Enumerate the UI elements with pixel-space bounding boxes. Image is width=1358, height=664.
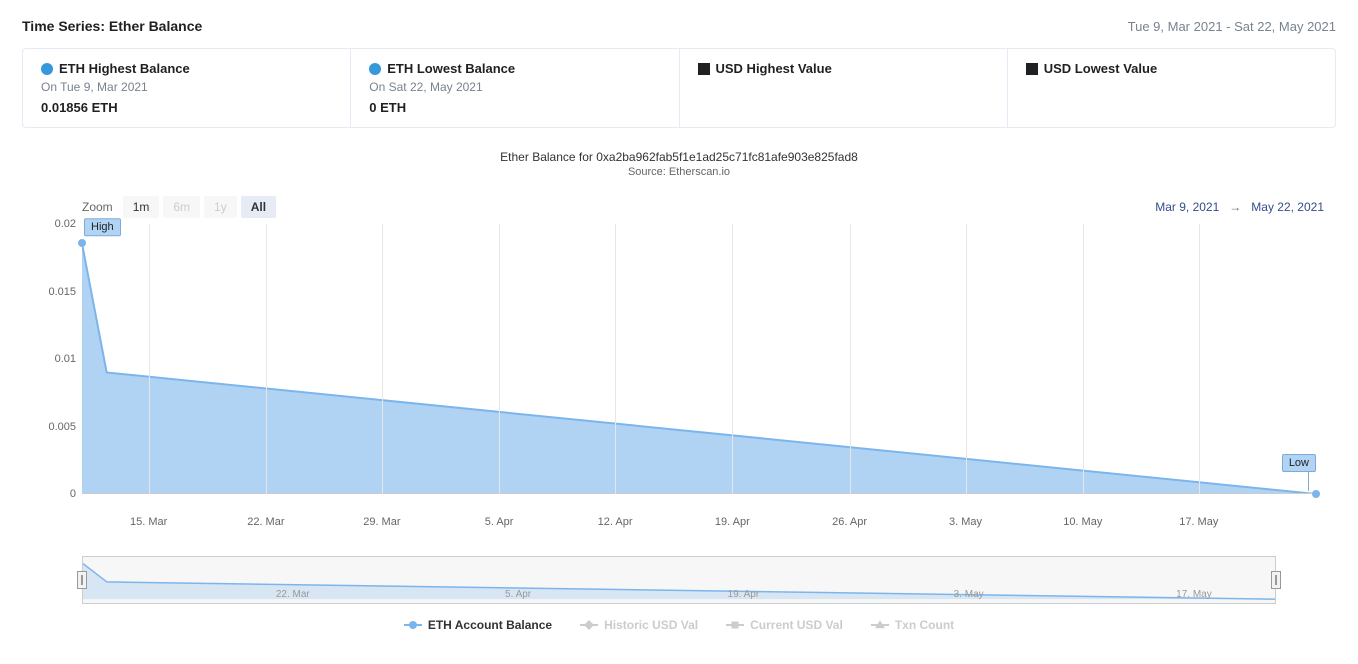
stat-label: ETH Highest Balance <box>59 61 190 76</box>
date-to-input[interactable]: May 22, 2021 <box>1251 200 1324 214</box>
x-tick-label: 10. May <box>1063 516 1102 528</box>
legend-item[interactable]: Txn Count <box>871 618 954 632</box>
legend-item[interactable]: Current USD Val <box>726 618 843 632</box>
x-tick-label: 15. Mar <box>130 516 167 528</box>
legend-item[interactable]: Historic USD Val <box>580 618 698 632</box>
stat-date: On Sat 22, May 2021 <box>369 80 660 94</box>
legend-label: Historic USD Val <box>604 618 698 632</box>
navigator-labels: 22. Mar 5. Apr 19. Apr 3. May 17. May <box>83 557 1275 603</box>
navigator-tick-label: 3. May <box>954 589 984 600</box>
stat-marker-icon <box>1026 63 1038 75</box>
arrow-icon: → <box>1229 200 1241 214</box>
y-tick-label: 0.02 <box>32 218 76 230</box>
navigator-handle-left[interactable] <box>77 571 87 589</box>
flag-low: Low <box>1282 454 1316 472</box>
chart-navigator[interactable]: 22. Mar 5. Apr 19. Apr 3. May 17. May <box>82 556 1276 604</box>
legend-marker-icon <box>580 624 598 626</box>
x-axis-line <box>82 493 1316 494</box>
page-title: Time Series: Ether Balance <box>22 18 202 34</box>
stat-label: USD Highest Value <box>716 61 832 76</box>
zoom-button-1y: 1y <box>204 196 237 218</box>
x-axis-labels: 15. Mar 22. Mar 29. Mar 5. Apr 12. Apr 19. Ap… <box>82 514 1316 534</box>
gridline <box>1083 224 1084 494</box>
x-tick-label: 3. May <box>949 516 982 528</box>
chart-plot: 00.0050.010.0150.02 HighLow <box>82 224 1316 494</box>
stat-value: 0.01856 ETH <box>41 100 332 115</box>
chart-area[interactable]: 00.0050.010.0150.02 HighLow <box>22 224 1336 514</box>
zoom-controls: Zoom 1m6m1yAll <box>82 196 276 218</box>
x-tick-label: 12. Apr <box>598 516 633 528</box>
legend-marker-icon <box>726 624 744 626</box>
stat-label: USD Lowest Value <box>1044 61 1157 76</box>
legend-marker-icon <box>871 624 889 626</box>
x-tick-label: 29. Mar <box>363 516 400 528</box>
gridline <box>850 224 851 494</box>
y-tick-label: 0 <box>32 488 76 500</box>
x-tick-label: 26. Apr <box>832 516 867 528</box>
stat-date: On Tue 9, Mar 2021 <box>41 80 332 94</box>
y-tick-label: 0.01 <box>32 353 76 365</box>
legend-label: Txn Count <box>895 618 954 632</box>
x-tick-label: 17. May <box>1179 516 1218 528</box>
gridline <box>615 224 616 494</box>
navigator-tick-label: 22. Mar <box>276 589 310 600</box>
gridline <box>266 224 267 494</box>
x-tick-label: 5. Apr <box>485 516 514 528</box>
stat-value: 0 ETH <box>369 100 660 115</box>
data-point-marker <box>78 239 86 247</box>
stat-label: ETH Lowest Balance <box>387 61 515 76</box>
gridline <box>499 224 500 494</box>
zoom-button-all[interactable]: All <box>241 196 276 218</box>
navigator-handle-right[interactable] <box>1271 571 1281 589</box>
area-series <box>82 224 1316 494</box>
zoom-button-6m: 6m <box>163 196 200 218</box>
chart-legend: ETH Account Balance Historic USD Val Curre… <box>22 618 1336 632</box>
zoom-label: Zoom <box>82 200 113 214</box>
chart-controls: Zoom 1m6m1yAll Mar 9, 2021 → May 22, 202… <box>22 178 1336 218</box>
navigator-tick-label: 17. May <box>1176 589 1212 600</box>
navigator-tick-label: 5. Apr <box>505 589 531 600</box>
gridline <box>966 224 967 494</box>
date-range-label: Tue 9, Mar 2021 - Sat 22, May 2021 <box>1128 19 1336 34</box>
legend-item[interactable]: ETH Account Balance <box>404 618 552 632</box>
stat-card: USD Lowest Value <box>1008 49 1335 127</box>
stat-card: ETH Lowest Balance On Sat 22, May 2021 0 E… <box>351 49 679 127</box>
stat-cards: ETH Highest Balance On Tue 9, Mar 2021 0.0… <box>22 48 1336 128</box>
header: Time Series: Ether Balance Tue 9, Mar 20… <box>22 14 1336 48</box>
stat-marker-icon <box>41 63 53 75</box>
legend-label: Current USD Val <box>750 618 843 632</box>
stat-marker-icon <box>369 63 381 75</box>
data-point-marker <box>1312 490 1320 498</box>
gridline <box>149 224 150 494</box>
y-axis: 00.0050.010.0150.02 <box>32 224 76 494</box>
x-tick-label: 19. Apr <box>715 516 750 528</box>
x-tick-label: 22. Mar <box>247 516 284 528</box>
date-range-inputs: Mar 9, 2021 → May 22, 2021 <box>1155 200 1324 214</box>
legend-label: ETH Account Balance <box>428 618 552 632</box>
stat-card: USD Highest Value <box>680 49 1008 127</box>
legend-marker-icon <box>404 624 422 626</box>
navigator-tick-label: 19. Apr <box>728 589 760 600</box>
y-tick-label: 0.005 <box>32 421 76 433</box>
gridline <box>382 224 383 494</box>
chart-header: Ether Balance for 0xa2ba962fab5f1e1ad25c… <box>22 150 1336 178</box>
flag-high: High <box>84 218 121 236</box>
zoom-button-1m[interactable]: 1m <box>123 196 160 218</box>
y-tick-label: 0.015 <box>32 286 76 298</box>
stat-marker-icon <box>698 63 710 75</box>
chart-title: Ether Balance for 0xa2ba962fab5f1e1ad25c… <box>22 150 1336 164</box>
date-from-input[interactable]: Mar 9, 2021 <box>1155 200 1219 214</box>
gridline <box>732 224 733 494</box>
gridline <box>1199 224 1200 494</box>
chart-source: Source: Etherscan.io <box>22 166 1336 178</box>
stat-card: ETH Highest Balance On Tue 9, Mar 2021 0.0… <box>23 49 351 127</box>
